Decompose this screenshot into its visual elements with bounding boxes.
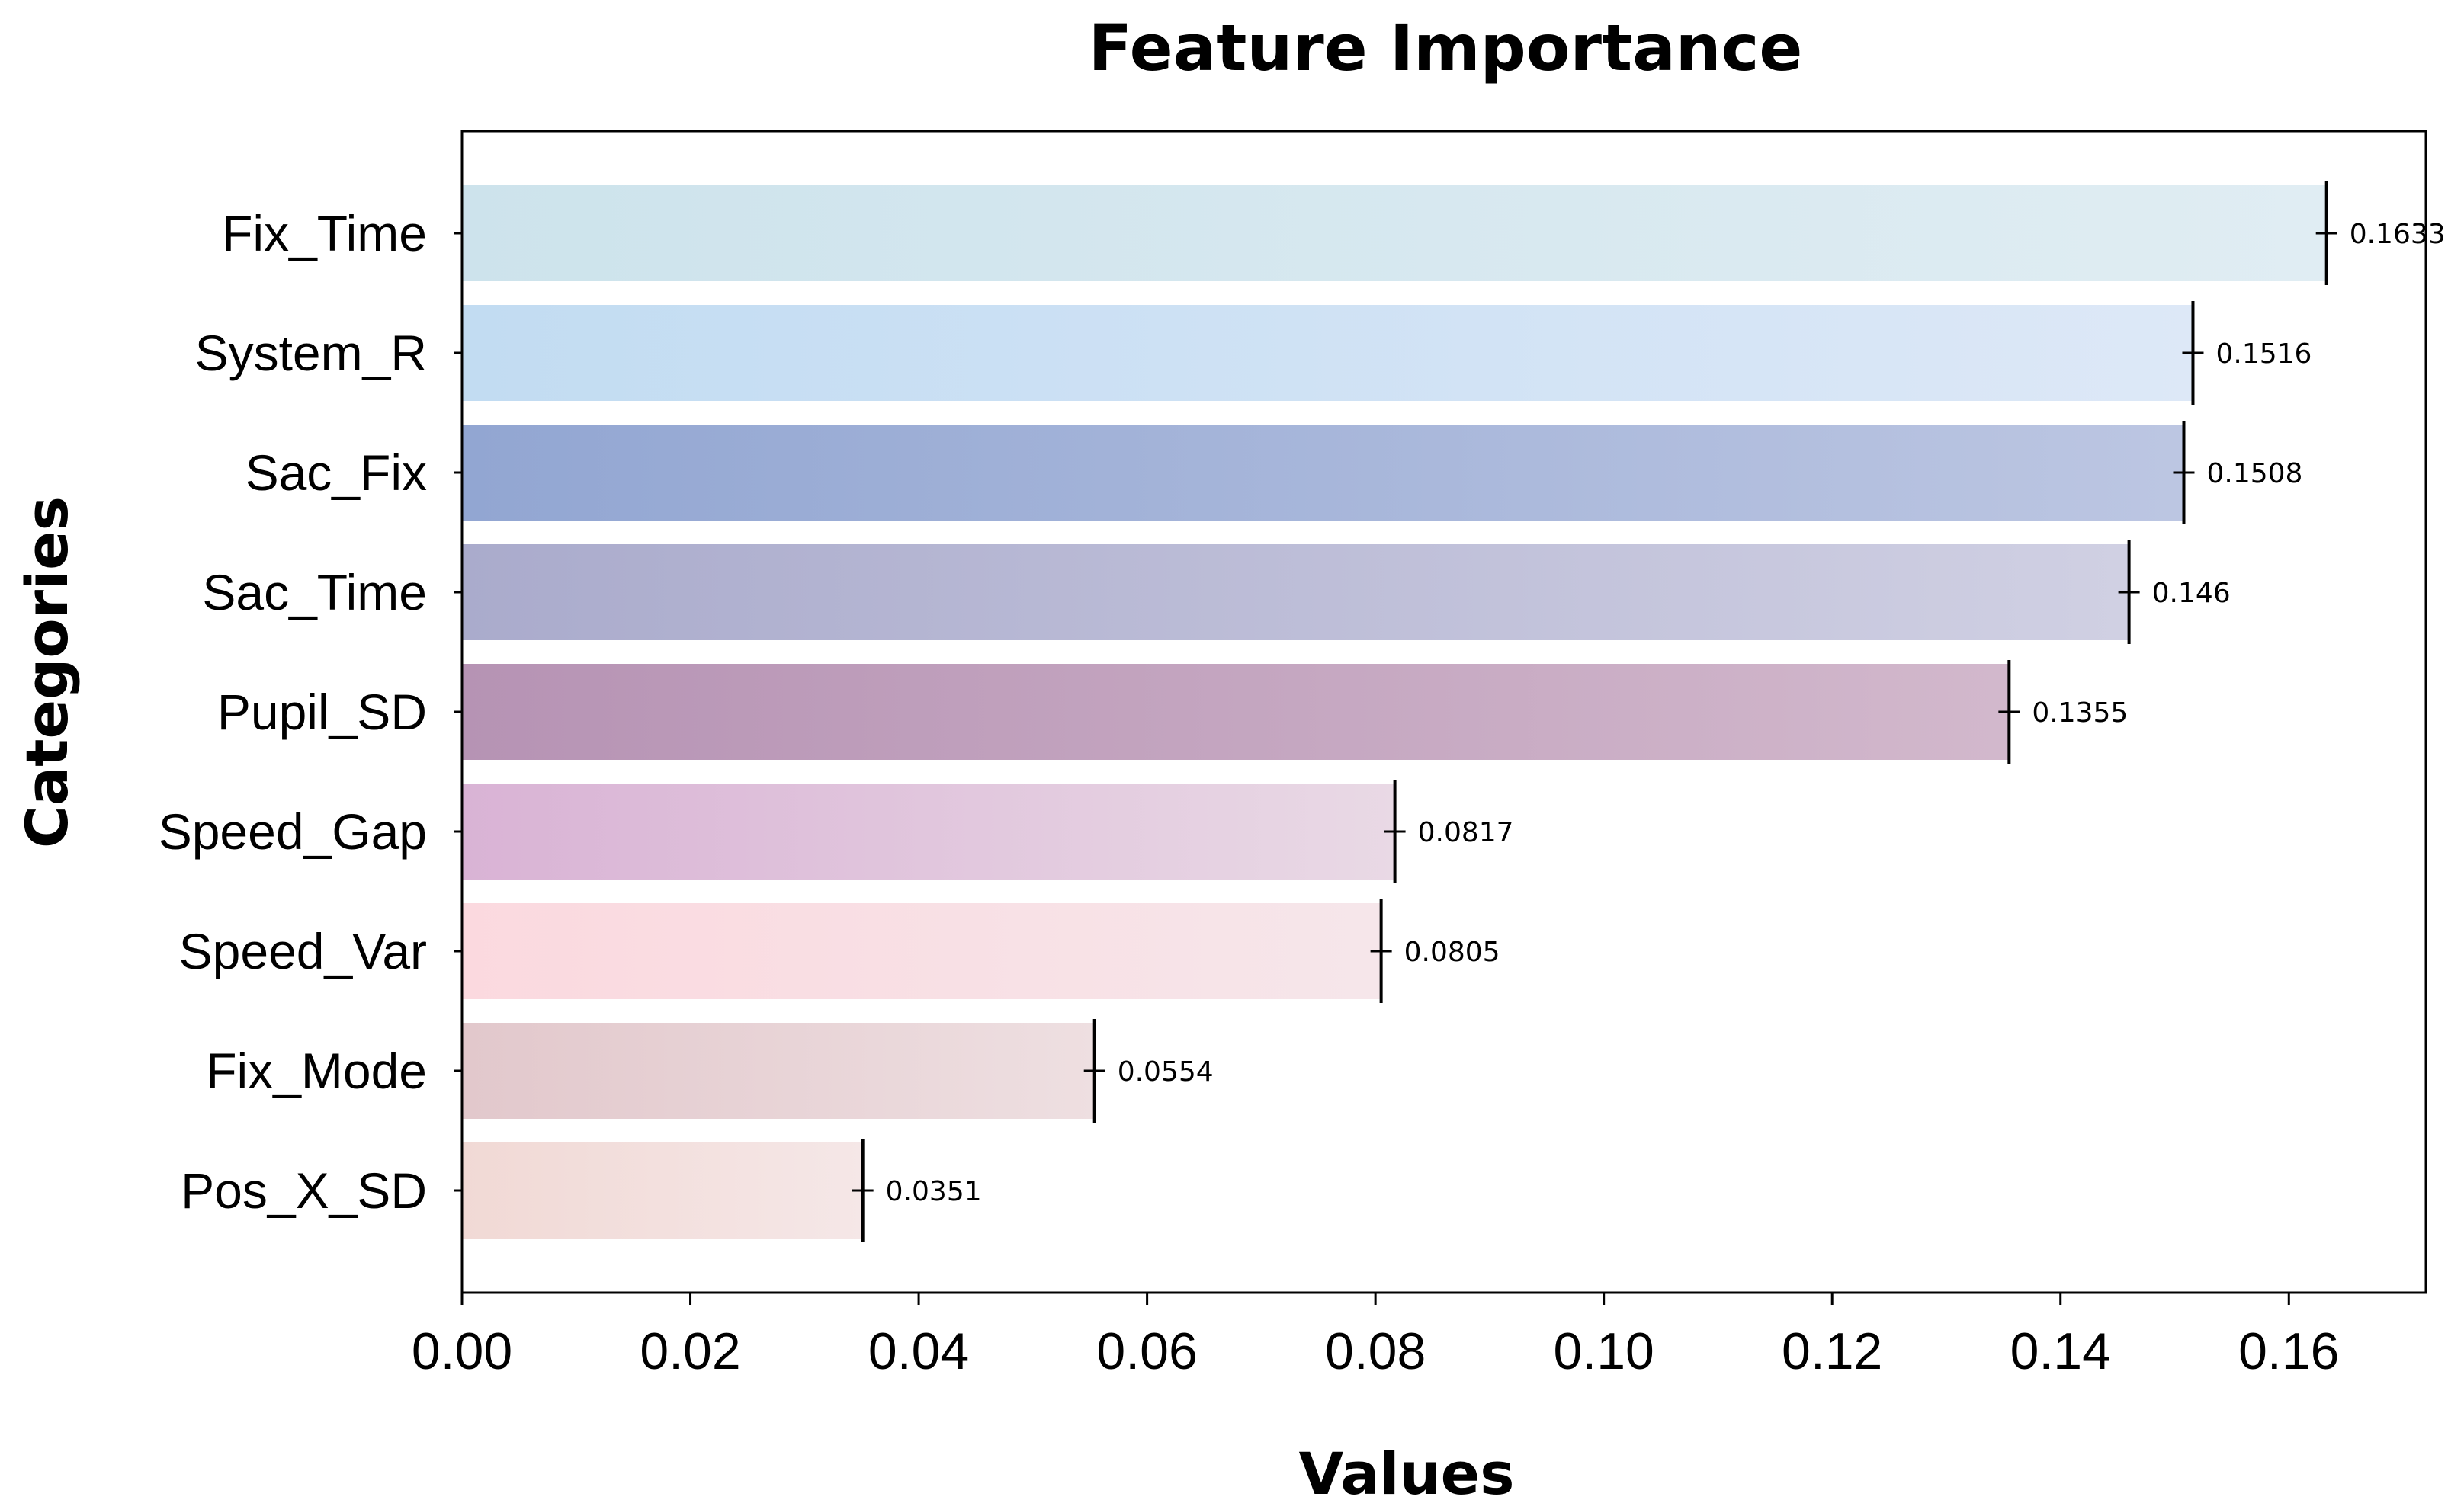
value-label: 0.1516	[2215, 338, 2312, 370]
bar-pupil-sd	[462, 664, 2010, 760]
category-label: Sac_Time	[202, 564, 427, 620]
bar-sac-fix	[462, 425, 2184, 521]
category-label: Speed_Gap	[159, 803, 427, 860]
x-tick-label: 0.14	[2010, 1322, 2111, 1380]
y-axis-label: Categories	[13, 496, 81, 848]
bar-speed-gap	[462, 784, 1395, 880]
category-label: Fix_Mode	[206, 1043, 427, 1099]
value-label: 0.0554	[1118, 1056, 1214, 1088]
category-label: Pupil_SD	[217, 684, 427, 740]
bar-fix-time	[462, 185, 2327, 281]
category-label: Speed_Var	[179, 923, 427, 979]
category-label: Fix_Time	[222, 205, 427, 261]
value-label: 0.1633	[2350, 219, 2446, 250]
category-label: Pos_X_SD	[181, 1162, 427, 1219]
x-tick-label: 0.06	[1096, 1322, 1197, 1380]
bar-speed-var	[462, 903, 1381, 999]
x-axis-label: Values	[1299, 1440, 1515, 1503]
bar-system-r	[462, 305, 2193, 401]
x-tick-label: 0.16	[2238, 1322, 2339, 1380]
x-tick-label: 0.08	[1325, 1322, 1426, 1380]
x-tick-label: 0.10	[1553, 1322, 1654, 1380]
value-label: 0.146	[2152, 578, 2231, 609]
category-label: Sac_Fix	[245, 444, 427, 501]
category-label: System_R	[195, 325, 427, 381]
x-tick-label: 0.12	[1782, 1322, 1882, 1380]
x-tick-label: 0.00	[412, 1322, 512, 1380]
x-tick-label: 0.04	[868, 1322, 969, 1380]
value-label: 0.1508	[2206, 458, 2302, 489]
value-label: 0.1355	[2032, 697, 2128, 729]
bar-fix-mode	[462, 1023, 1095, 1119]
chart-title: Feature Importance	[1089, 11, 1803, 85]
x-axis-ticks: 0.00 0.02 0.04 0.06 0.08 0.10 0.12 0.14 0.16	[412, 1293, 2339, 1380]
bar-sac-time	[462, 544, 2129, 640]
value-label: 0.0351	[886, 1176, 982, 1207]
bars-group: 0.1633 0.1516 0.1508 0.146 0.1355 0.0817 0.080…	[462, 181, 2446, 1242]
plot-frame	[460, 130, 2427, 1294]
value-label: 0.0817	[1418, 817, 1514, 848]
bar-pos-x-sd	[462, 1142, 863, 1239]
category-labels: Fix_Time System_R Sac_Fix Sac_Time Pupil_SD S…	[159, 205, 462, 1219]
value-label: 0.0805	[1404, 937, 1500, 968]
x-tick-label: 0.02	[640, 1322, 740, 1380]
